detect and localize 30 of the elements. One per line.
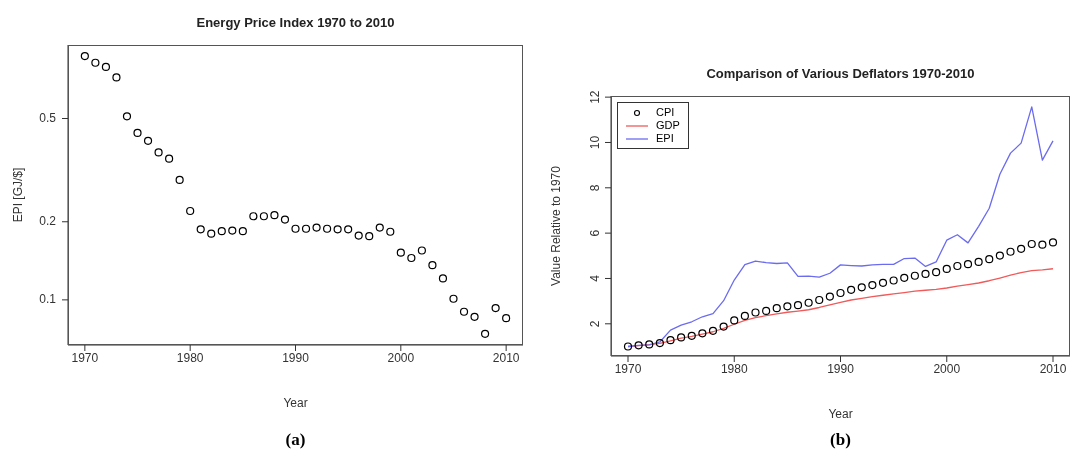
y-tick-label: 8 [588, 184, 602, 192]
y-tick-label: 0.5 [39, 110, 57, 125]
legend-label: EPI [656, 132, 674, 145]
y-tick-label: 6 [588, 229, 602, 237]
x-axis-title: Year [828, 407, 853, 421]
text: (b) [829, 430, 852, 450]
x-tick-label: 2010 [1039, 361, 1067, 376]
x-axis-title: Year [283, 396, 308, 410]
x-tick-label: 1990 [282, 350, 310, 365]
y-axis-title: EPI [GJ/$] [11, 167, 26, 223]
x-tick-label: 2010 [492, 350, 520, 365]
x-tick-label: 1990 [827, 361, 855, 376]
y-axis-title: Value Relative to 1970 [549, 165, 564, 286]
y-tick-label: 12 [588, 90, 602, 104]
text: (a) [284, 430, 307, 450]
chart-title: Energy Price Index 1970 to 2010 [195, 15, 396, 30]
x-tick-label: 2000 [933, 361, 961, 376]
legend-label: GDP [656, 119, 680, 132]
y-tick-label: 2 [588, 320, 602, 328]
chart-title: Comparison of Various Deflators 1970-2010 [705, 66, 976, 81]
legend-label: CPI [656, 106, 675, 119]
x-tick-label: 1980 [720, 361, 748, 376]
x-tick-label: 1970 [71, 350, 99, 365]
x-tick-label: 2000 [387, 350, 415, 365]
x-tick-label: 1970 [614, 361, 642, 376]
y-tick-label: 0.2 [39, 213, 57, 228]
y-tick-label: 4 [588, 274, 602, 282]
x-tick-label: 1980 [176, 350, 204, 365]
y-tick-label: 0.1 [39, 292, 57, 307]
y-tick-label: 10 [588, 135, 602, 150]
